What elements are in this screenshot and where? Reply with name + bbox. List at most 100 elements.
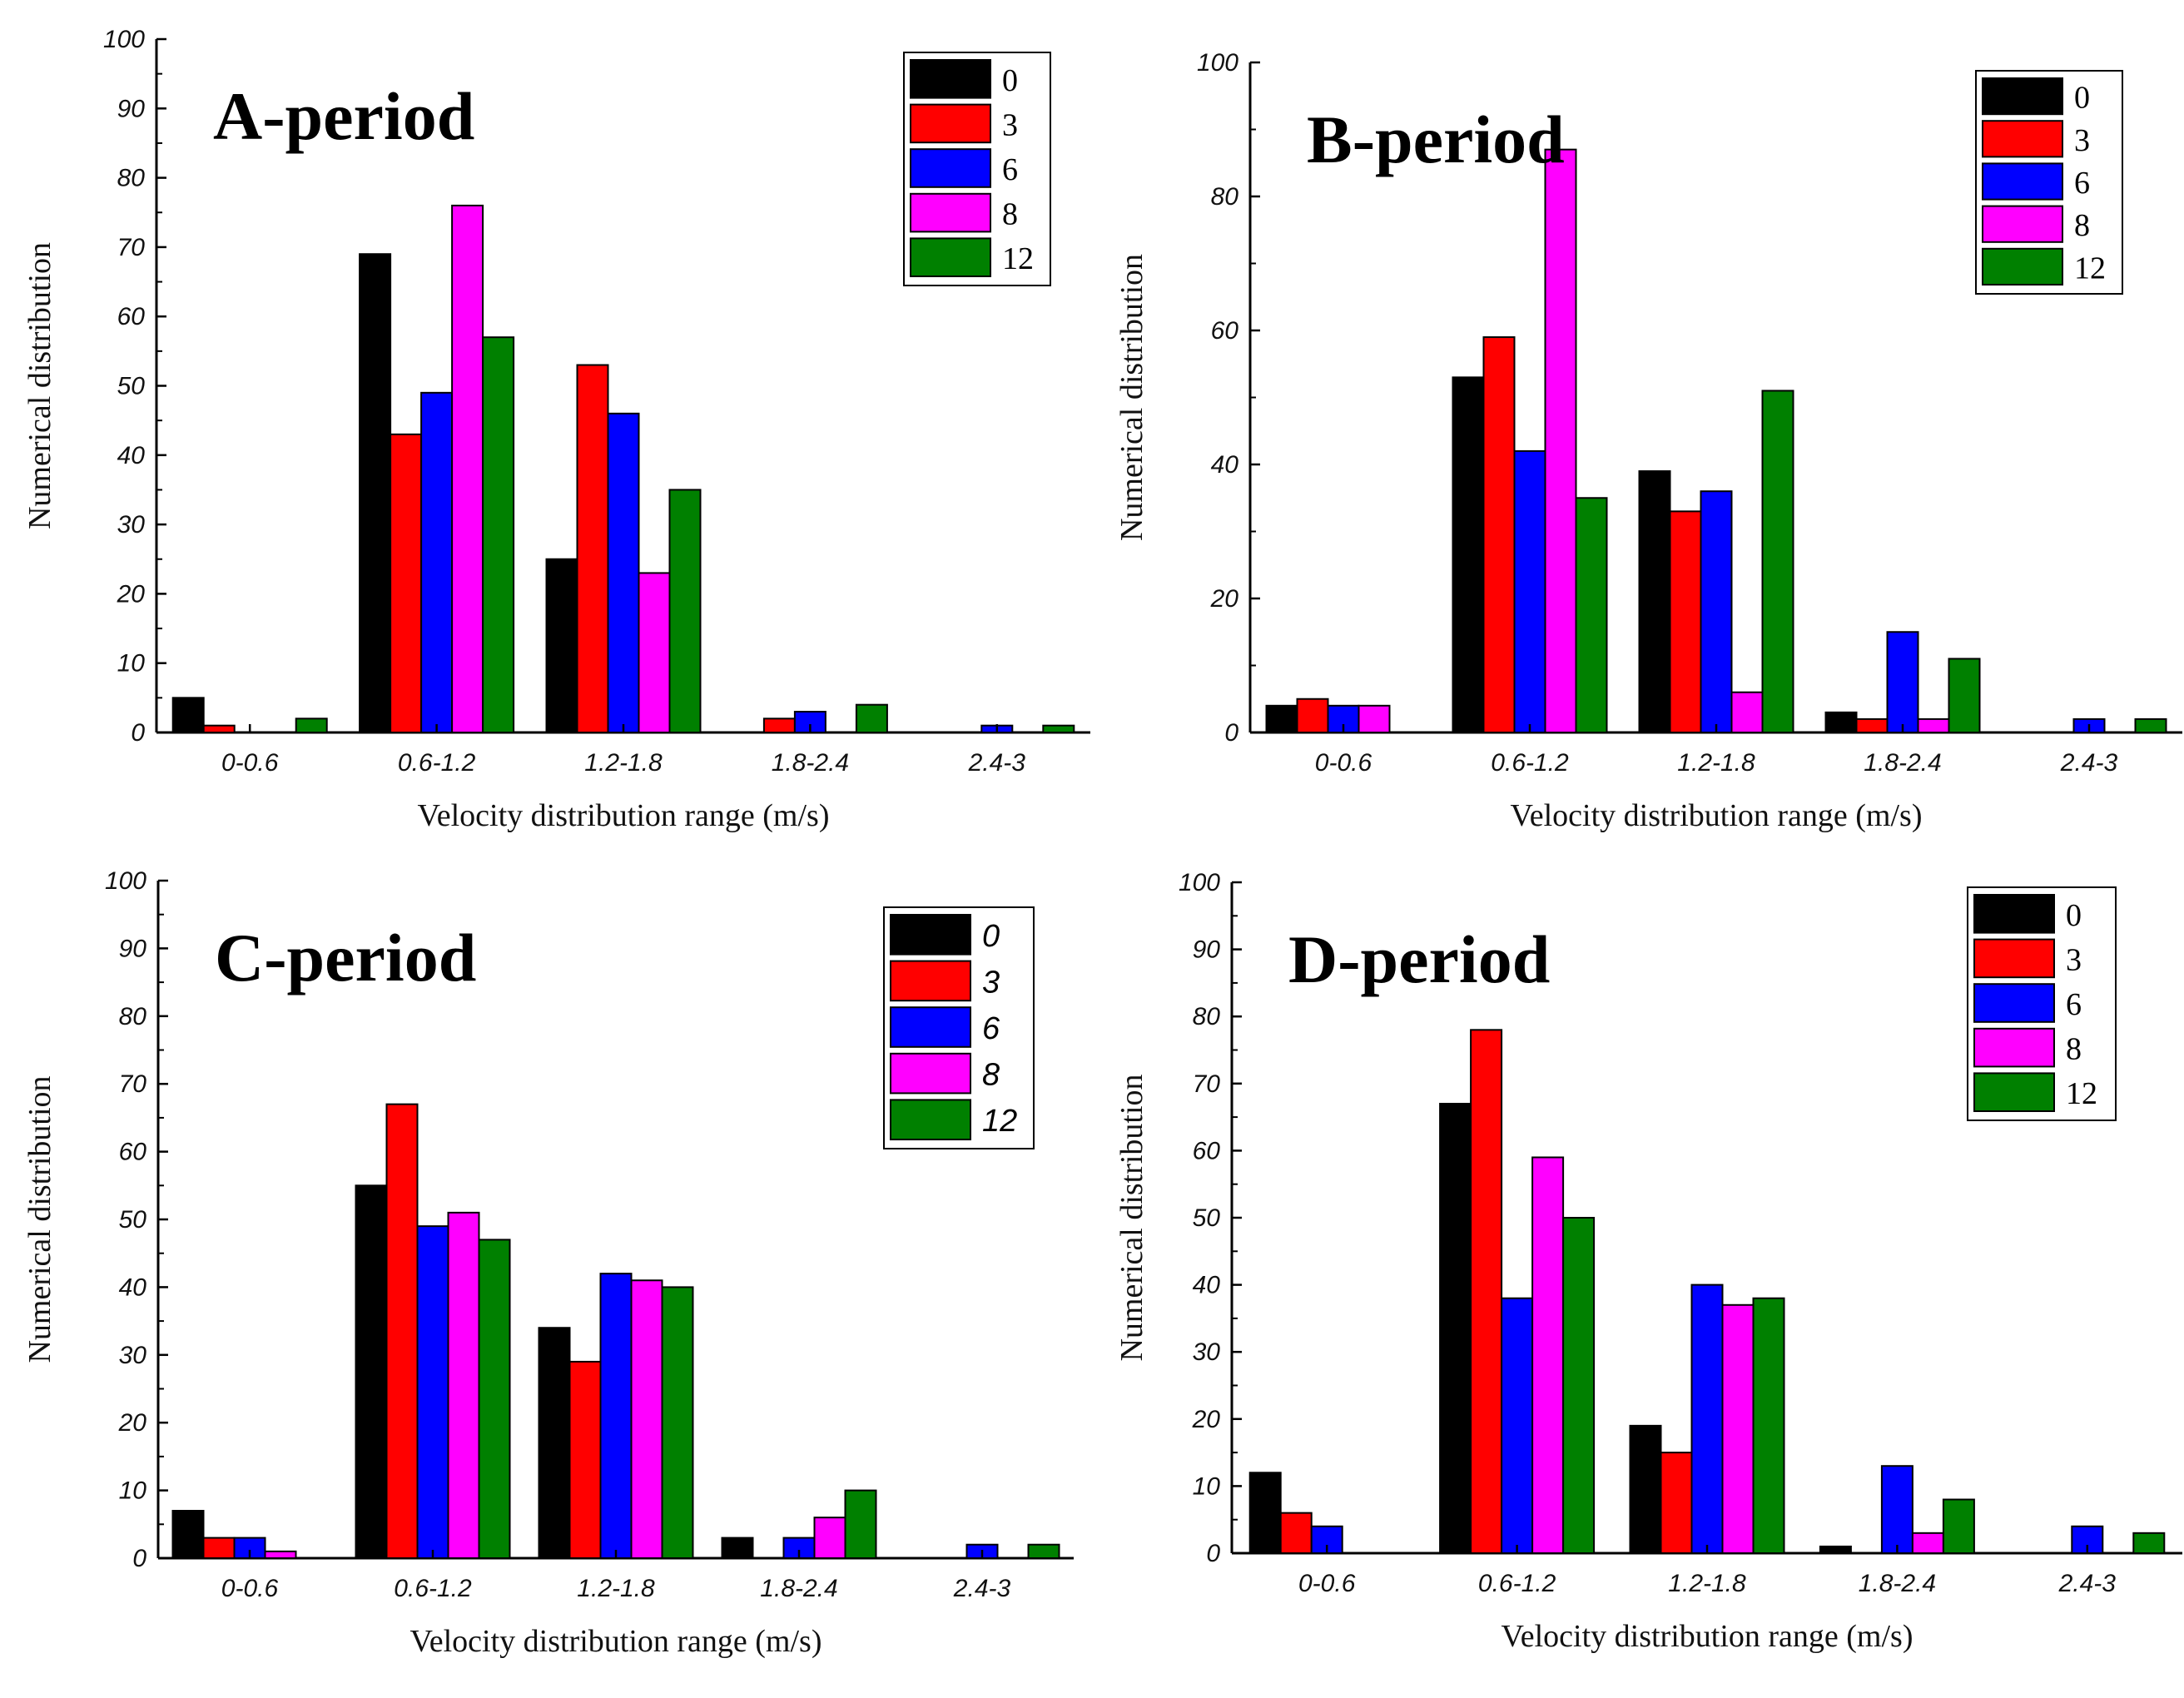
bar-1-2-1-8-series-8 <box>630 1279 663 1559</box>
y-tick-label: 80 <box>1193 1003 1221 1030</box>
bar-0-6-1-2-series-0 <box>1452 376 1485 733</box>
y-tick-label: 30 <box>1193 1338 1221 1366</box>
bar-0-0-6-series-12 <box>295 717 328 734</box>
bar-1-8-2-4-series-3 <box>1855 717 1889 734</box>
y-axis-label: Numerical distribution <box>22 1075 57 1363</box>
bar-0-0-6-series-0 <box>1248 1472 1282 1555</box>
legend-label-0: 0 <box>2066 898 2082 933</box>
bar-1-2-1-8-series-6 <box>1700 490 1733 733</box>
bar-1-2-1-8-series-0 <box>545 558 578 733</box>
y-tick-label: 30 <box>117 511 146 539</box>
bar-0-6-1-2-series-3 <box>385 1103 419 1559</box>
legend-swatch-6 <box>1982 162 2063 201</box>
x-tick-label-2-4-3: 2.4-3 <box>953 1575 1011 1602</box>
y-tick-label: 90 <box>117 95 146 122</box>
bar-1-2-1-8-series-12 <box>668 489 702 733</box>
legend-label-8: 8 <box>982 1058 1000 1093</box>
bar-1-2-1-8-series-3 <box>1660 1452 1693 1554</box>
bar-0-6-1-2-series-6 <box>1501 1297 1534 1554</box>
y-tick-label: 0 <box>131 719 145 747</box>
y-tick-label: 30 <box>119 1342 147 1369</box>
chart-panel-a-period: 0 10 20 30 40 50 60 70 80 90 100 Numerical distribu… <box>0 0 1092 849</box>
bar-0-6-1-2-series-6 <box>420 391 454 733</box>
bar-2-4-3-series-12 <box>2134 717 2167 734</box>
legend-swatch-3 <box>890 960 971 1002</box>
x-tick-label-1-2-1-8: 1.2-1.8 <box>577 1575 655 1602</box>
legend-swatch-8 <box>910 192 991 233</box>
x-tick-label-0-6-1-2: 0.6-1.2 <box>394 1575 472 1602</box>
bar-1-8-2-4-series-12 <box>1942 1498 1975 1555</box>
x-axis-label: Velocity distribution range (m/s) <box>418 798 830 833</box>
x-axis-label: Velocity distribution range (m/s) <box>1502 1619 1913 1654</box>
bar-2-4-3-series-12 <box>1027 1543 1060 1559</box>
y-axis-label: Numerical distribution <box>1114 254 1149 541</box>
y-tick-label: 50 <box>119 1206 147 1234</box>
bar-1-8-2-4-series-12 <box>1948 658 1981 734</box>
bar-0-0-6-series-8 <box>1358 704 1391 733</box>
legend-label-0: 0 <box>1002 63 1018 98</box>
legend-label-12: 12 <box>2074 251 2106 285</box>
bar-0-6-1-2-series-0 <box>1439 1102 1472 1555</box>
bar-1-8-2-4-series-12 <box>855 703 888 733</box>
legend-swatch-12 <box>1973 1072 2055 1112</box>
y-tick-label: 80 <box>119 1003 147 1030</box>
bar-1-8-2-4-series-6 <box>1886 631 1919 733</box>
y-axis-label: Numerical distribution <box>1114 1074 1149 1361</box>
bar-0-6-1-2-series-0 <box>359 253 392 734</box>
x-tick-label-1-2-1-8: 1.2-1.8 <box>1668 1570 1746 1597</box>
x-tick-label-1-8-2-4: 1.8-2.4 <box>760 1575 837 1602</box>
bar-1-2-1-8-series-0 <box>1638 470 1671 733</box>
y-tick-label: 0 <box>1206 1540 1220 1567</box>
y-tick-label: 100 <box>1179 869 1220 896</box>
legend-swatch-0 <box>1982 77 2063 116</box>
legend-swatch-0 <box>890 914 971 956</box>
chart-title: A-period <box>213 78 474 154</box>
legend-label-3: 3 <box>2074 123 2090 158</box>
legend-swatch-12 <box>910 237 991 277</box>
bar-1-2-1-8-series-12 <box>1752 1297 1785 1554</box>
chart-title: D-period <box>1288 921 1550 997</box>
bar-0-6-1-2-series-6 <box>416 1225 449 1559</box>
bar-1-8-2-4-series-0 <box>1824 711 1858 733</box>
y-tick-label: 100 <box>105 867 146 895</box>
bar-1-2-1-8-series-6 <box>607 412 640 733</box>
bar-0-0-6-series-3 <box>1296 698 1329 733</box>
legend-swatch-6 <box>1973 983 2055 1023</box>
legend-label-3: 3 <box>982 965 1000 1000</box>
legend-swatch-3 <box>910 103 991 144</box>
y-tick-label: 10 <box>117 650 146 678</box>
x-tick-label-0-6-1-2: 0.6-1.2 <box>1491 749 1569 777</box>
bar-0-6-1-2-series-12 <box>1562 1217 1596 1554</box>
legend-label-6: 6 <box>2066 987 2082 1022</box>
x-tick-label-0-0-6: 0-0.6 <box>1298 1570 1356 1597</box>
legend-swatch-6 <box>890 1006 971 1048</box>
bar-0-0-6-series-3 <box>1279 1512 1313 1555</box>
bar-0-0-6-series-3 <box>202 724 236 733</box>
legend-swatch-8 <box>1973 1027 2055 1068</box>
bar-2-4-3-series-12 <box>2132 1532 2166 1555</box>
legend-swatch-3 <box>1982 120 2063 158</box>
x-axis-label: Velocity distribution range (m/s) <box>410 1624 822 1659</box>
bar-0-6-1-2-series-8 <box>447 1211 480 1559</box>
x-tick-label-1-2-1-8: 1.2-1.8 <box>1677 749 1755 777</box>
x-tick-label-2-4-3: 2.4-3 <box>2060 749 2118 777</box>
y-tick-label: 70 <box>1193 1070 1221 1098</box>
bar-1-2-1-8-series-3 <box>576 364 609 733</box>
bar-0-6-1-2-series-3 <box>1470 1029 1503 1554</box>
y-axis-label: Numerical distribution <box>22 242 57 529</box>
x-tick-label-2-4-3: 2.4-3 <box>2058 1570 2117 1597</box>
legend-label-8: 8 <box>2066 1032 2082 1067</box>
legend-label-12: 12 <box>982 1104 1017 1139</box>
bar-0-0-6-series-0 <box>1265 704 1298 733</box>
legend-swatch-8 <box>890 1052 971 1095</box>
bar-0-6-1-2-series-8 <box>1531 1156 1565 1554</box>
bar-0-6-1-2-series-3 <box>1482 336 1516 733</box>
legend-label-6: 6 <box>2074 166 2090 201</box>
bar-1-2-1-8-series-6 <box>1690 1283 1724 1554</box>
bar-0-6-1-2-series-8 <box>451 204 484 734</box>
y-tick-label: 80 <box>117 165 146 192</box>
bar-2-4-3-series-12 <box>1042 724 1075 733</box>
x-tick-label-0-0-6: 0-0.6 <box>221 749 279 777</box>
